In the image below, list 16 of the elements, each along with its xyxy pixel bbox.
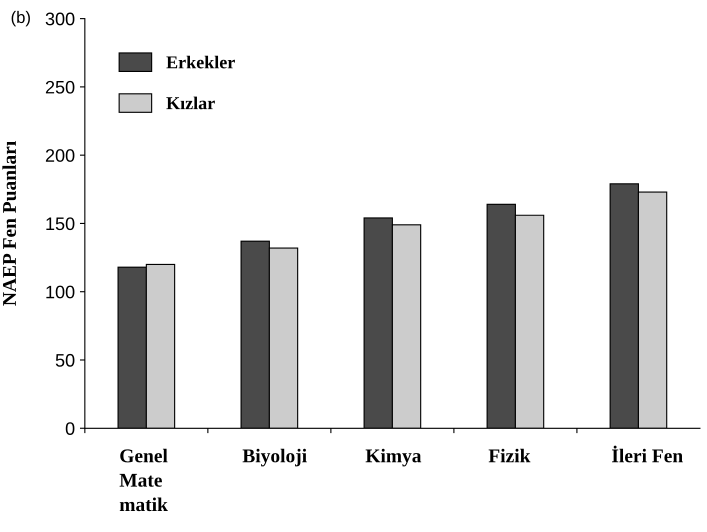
y-tick-label: 50: [56, 354, 74, 367]
x-tick-label: Kimya: [366, 448, 422, 466]
y-tick-label: 0: [66, 422, 74, 435]
x-tick-label: Fizik: [488, 448, 530, 462]
y-tick-label: 150: [46, 217, 74, 230]
y-tick-label: 100: [46, 286, 74, 298]
legend-label: Erkekler: [166, 56, 235, 68]
y-tick-label: 250: [46, 80, 74, 94]
legend-label: Kızlar: [166, 96, 215, 110]
y-tick-label: 300: [46, 12, 74, 26]
x-tick-label: Genel Mate matik: [120, 448, 168, 512]
y-axis-title: NAEP Fen Puanları: [2, 141, 16, 306]
y-tick-label: 200: [46, 149, 74, 162]
chart-title: (b): [12, 10, 30, 26]
x-tick-label: Biyoloji: [242, 448, 307, 466]
x-tick-label: İleri Fen: [612, 446, 683, 462]
